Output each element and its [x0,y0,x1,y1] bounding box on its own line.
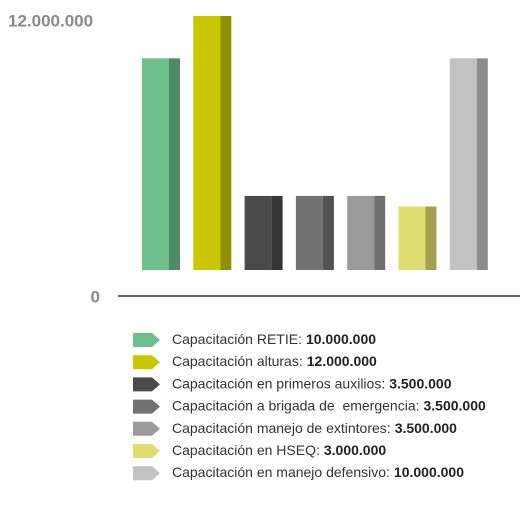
legend-value: 3.500.000 [395,420,457,436]
legend-value: 10.000.000 [306,331,376,347]
legend-label: Capacitación alturas: 12.000.000 [172,353,377,369]
legend-marker [133,399,160,414]
legend-label: Capacitación a brigada de emergencia: 3.5… [172,397,486,413]
legend-label: Capacitación en manejo defensivo: 10.000.… [172,464,464,480]
legend-label: Capacitación en HSEQ: 3.000.000 [172,442,386,458]
legend-name: Capacitación en HSEQ: [172,442,320,458]
legend-label: Capacitación RETIE: 10.000.000 [172,331,376,347]
legend-name: Capacitación alturas: [172,353,303,369]
bar-side [220,16,232,270]
bar [193,16,221,270]
legend-value: 10.000.000 [394,464,464,480]
bar-side [271,195,283,270]
bar [295,195,323,270]
legend-name: Capacitación a brigada de emergencia: [172,397,420,413]
bar [449,58,477,271]
bar-side [322,195,334,270]
bar [142,58,169,271]
bar [244,195,272,270]
legend-marker [133,333,160,347]
legend-value: 12.000.000 [307,353,377,369]
bar-side [374,195,386,270]
legend-label: Capacitación manejo de extintores: 3.500.… [172,420,457,436]
legend-name: Capacitación en manejo defensivo: [172,464,390,480]
legend-label: Capacitación en primeros auxilios: 3.500.… [172,375,452,391]
legend-name: Capacitación en primeros auxilios: [172,375,385,391]
legend-name: Capacitación RETIE: [172,331,302,347]
bar [347,195,375,270]
bar-side [476,58,488,271]
legend-marker [133,355,160,370]
legend-marker [133,377,160,392]
legend-marker [133,421,160,436]
y-tick-label: 0 [91,287,100,306]
bar [398,206,426,270]
legend-marker [133,444,160,458]
legend-value: 3.500.000 [389,375,451,391]
y-tick-label: 12.000.000 [8,11,93,30]
legend-name: Capacitación manejo de extintores: [172,420,391,436]
bar-side [425,206,437,270]
bar-side [169,58,180,271]
legend-marker [133,466,160,481]
legend-value: 3.000.000 [324,442,386,458]
legend-value: 3.500.000 [424,397,486,413]
